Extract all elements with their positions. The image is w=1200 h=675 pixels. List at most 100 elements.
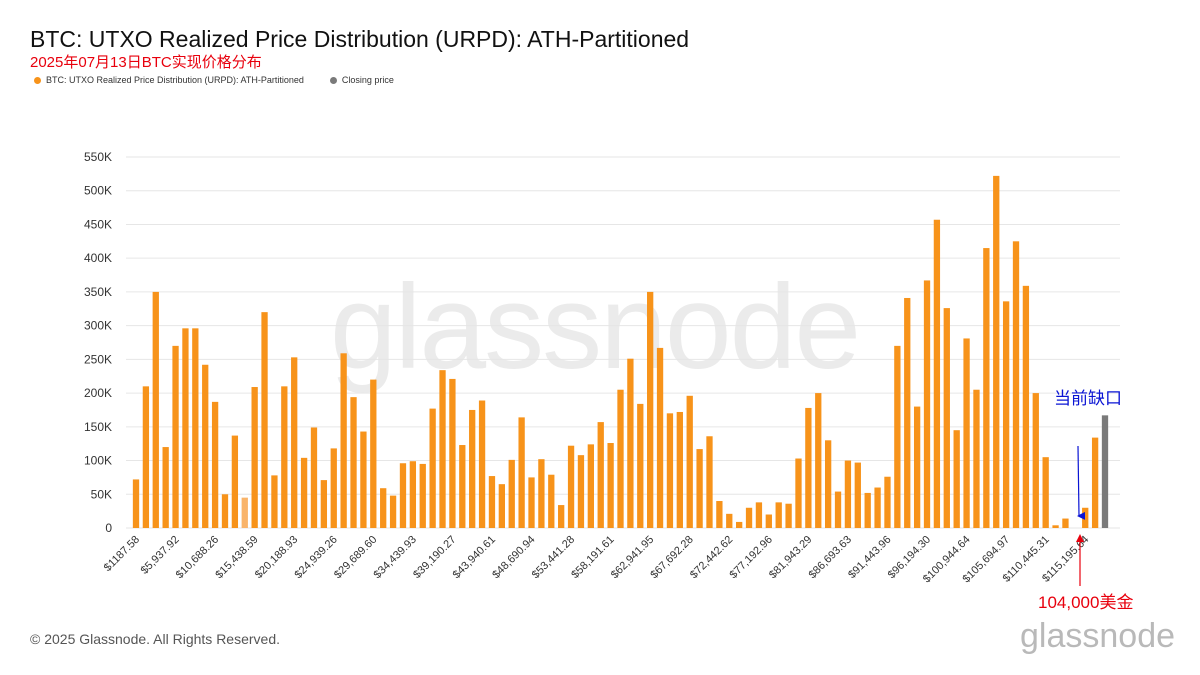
urpd-bar (192, 328, 199, 528)
urpd-bar (221, 494, 229, 528)
y-tick-label: 150K (84, 420, 112, 434)
urpd-bar (300, 457, 308, 528)
y-tick-label: 450K (84, 217, 112, 231)
legend-dot-urpd (34, 76, 41, 84)
urpd-bar (419, 463, 426, 528)
urpd-bar (152, 291, 159, 528)
urpd-bar (488, 476, 496, 528)
urpd-bar (370, 379, 377, 528)
urpd-bar (202, 364, 209, 528)
urpd-bar (716, 501, 723, 528)
urpd-bar (617, 389, 624, 528)
urpd-bar (1032, 393, 1039, 528)
urpd-bar (1082, 507, 1089, 528)
urpd-bar (429, 408, 436, 528)
urpd-bar (1052, 525, 1059, 528)
urpd-bar (528, 477, 535, 528)
urpd-bar (815, 393, 822, 528)
urpd-bar (805, 407, 812, 528)
legend-label-closing-price: Closing price (341, 75, 394, 85)
urpd-bar (904, 297, 911, 528)
urpd-bar (627, 358, 634, 528)
urpd-bar (281, 386, 288, 528)
urpd-bar (162, 447, 169, 528)
urpd-bar (518, 417, 525, 528)
urpd-bar (330, 448, 337, 528)
urpd-bar (211, 401, 219, 528)
urpd-bar (607, 443, 614, 528)
y-tick-label: 100K (84, 454, 112, 468)
urpd-bar (469, 409, 476, 528)
y-tick-label: 500K (84, 184, 112, 198)
urpd-bar (508, 459, 515, 528)
urpd-bar (884, 476, 891, 528)
urpd-bar (459, 445, 466, 528)
y-tick-label: 250K (84, 352, 112, 366)
x-tick-label: $1187.58 (102, 534, 142, 574)
urpd-bar (380, 488, 387, 528)
urpd-bar (686, 395, 693, 528)
urpd-bar (963, 338, 970, 528)
urpd-bar (834, 491, 842, 528)
urpd-bar (943, 308, 950, 528)
urpd-bar (478, 400, 486, 528)
urpd-bar (172, 345, 179, 528)
urpd-bar (844, 460, 852, 528)
urpd-bar (676, 411, 683, 528)
urpd-bar (449, 378, 456, 528)
urpd-bar (983, 248, 990, 528)
y-tick-label: 550K (84, 150, 112, 164)
y-tick-label: 200K (84, 386, 112, 400)
urpd-bar (656, 347, 664, 528)
urpd-bar (548, 474, 555, 528)
legend-label-urpd: BTC: UTXO Realized Price Distribution (U… (46, 75, 304, 85)
urpd-bar (775, 502, 782, 528)
urpd-bar (231, 435, 239, 528)
watermark-logo: glassnode (330, 260, 861, 394)
urpd-bar (409, 461, 417, 528)
urpd-bar (874, 487, 881, 528)
urpd-bar (1042, 457, 1049, 528)
urpd-bar (567, 445, 575, 528)
legend-item-closing-price[interactable]: Closing price (329, 75, 394, 85)
urpd-bar (251, 387, 258, 528)
urpd-bar (271, 475, 278, 528)
urpd-bar (439, 370, 446, 528)
urpd-bar (1002, 301, 1010, 528)
urpd-bar (913, 406, 921, 528)
urpd-bar (1091, 437, 1099, 528)
urpd-bar (399, 463, 407, 528)
urpd-bar (1012, 241, 1020, 528)
urpd-bar (261, 312, 268, 528)
urpd-bar (291, 357, 298, 528)
urpd-bar (142, 386, 150, 528)
urpd-bar (577, 455, 585, 528)
urpd-bar (666, 413, 674, 528)
chart-subtitle: 2025年07月13日BTC实现价格分布 (30, 54, 262, 71)
urpd-bar (1062, 518, 1069, 528)
price-arrow-head (1076, 534, 1084, 542)
urpd-bar (973, 389, 980, 528)
y-tick-label: 0 (105, 521, 112, 535)
urpd-bar (558, 505, 565, 528)
closing-price-bar (1101, 415, 1109, 528)
annotation-current-gap: 当前缺口 (1054, 389, 1122, 408)
urpd-bar (933, 219, 941, 528)
urpd-bar (350, 397, 357, 528)
urpd-bar (1022, 285, 1030, 528)
urpd-bar (637, 403, 644, 528)
glassnode-logo: glassnode (1020, 617, 1176, 655)
urpd-bar (182, 328, 189, 528)
urpd-bar (241, 497, 248, 528)
legend-item-urpd[interactable]: BTC: UTXO Realized Price Distribution (U… (34, 75, 304, 85)
urpd-bar (538, 459, 545, 528)
urpd-bar (755, 502, 763, 528)
urpd-bar (696, 449, 703, 528)
y-tick-label: 300K (84, 319, 112, 333)
urpd-bar (993, 175, 1000, 528)
urpd-bar (745, 507, 753, 528)
urpd-bar (498, 484, 505, 528)
urpd-bar (894, 345, 901, 528)
urpd-bar (854, 462, 861, 528)
